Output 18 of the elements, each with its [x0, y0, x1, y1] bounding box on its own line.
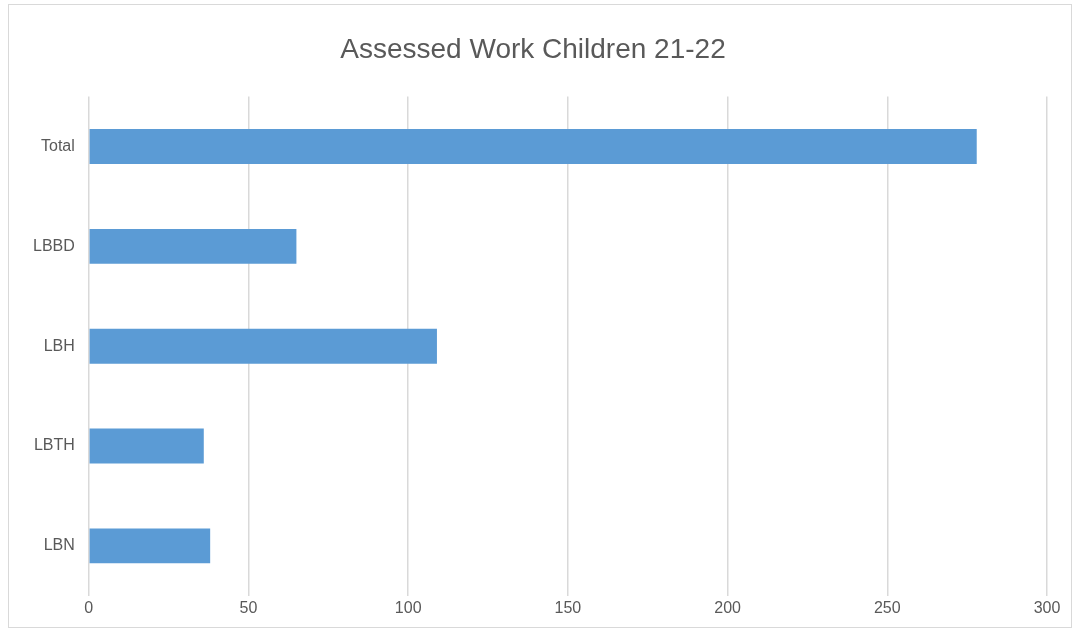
x-tick-label: 250 — [873, 598, 901, 616]
y-tick-label: LBN — [43, 536, 75, 554]
y-tick-label: Total — [41, 136, 75, 154]
x-tick-label: 300 — [1033, 598, 1061, 616]
bar — [89, 129, 977, 164]
y-tick-label: LBBD — [33, 236, 75, 254]
bar — [89, 228, 297, 264]
x-tick-label: 150 — [554, 598, 582, 616]
y-tick-label: LBH — [43, 336, 75, 354]
x-tick-label: 200 — [714, 598, 742, 616]
x-tick-label: 50 — [239, 598, 258, 616]
bar — [89, 528, 211, 564]
x-tick-label: 0 — [84, 598, 94, 616]
x-tick-label: 100 — [394, 598, 422, 616]
bar — [89, 428, 204, 464]
y-tick-label: LBTH — [33, 436, 75, 454]
bar — [89, 328, 437, 364]
chart-title: Assessed Work Children 21-22 — [340, 32, 726, 64]
